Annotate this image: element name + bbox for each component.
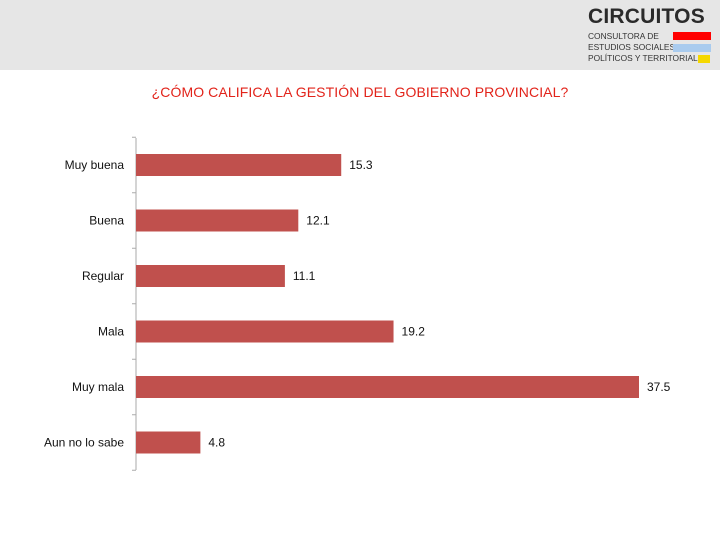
logo-line-2: ESTUDIOS SOCIALES, [588, 42, 678, 52]
circuitos-logo: CIRCUITOS CONSULTORA DE ESTUDIOS SOCIALE… [588, 6, 716, 66]
bar-muy-buena [136, 154, 342, 176]
header-band [0, 0, 720, 70]
logo-stripe-yellow [698, 55, 710, 63]
logo-stripe-red [673, 32, 711, 40]
bar-regular [136, 265, 285, 287]
logo-title: CIRCUITOS [588, 5, 705, 28]
value-label: 19.2 [402, 325, 426, 339]
category-label: Regular [82, 269, 124, 283]
bar-buena [136, 209, 299, 232]
value-label: 37.5 [647, 380, 671, 394]
logo-line-1: CONSULTORA DE [588, 31, 659, 41]
value-label: 12.1 [306, 214, 330, 228]
chart-title: ¿CÓMO CALIFICA LA GESTIÓN DEL GOBIERNO P… [151, 84, 569, 100]
category-label: Buena [89, 214, 124, 228]
value-label: 15.3 [349, 158, 373, 172]
logo-line-3: POLÍTICOS Y TERRITORIALES [588, 53, 709, 63]
logo-stripe-blue [673, 44, 711, 52]
category-label: Muy mala [72, 380, 124, 394]
category-label: Muy buena [65, 158, 125, 172]
bar-muy-mala [136, 376, 639, 398]
category-label: Mala [98, 325, 124, 339]
value-label: 11.1 [293, 269, 316, 283]
bar-mala [136, 320, 394, 343]
value-label: 4.8 [208, 436, 225, 450]
category-label: Aun no lo sabe [44, 436, 124, 450]
bar-aun-no-lo-sabe [136, 431, 201, 454]
